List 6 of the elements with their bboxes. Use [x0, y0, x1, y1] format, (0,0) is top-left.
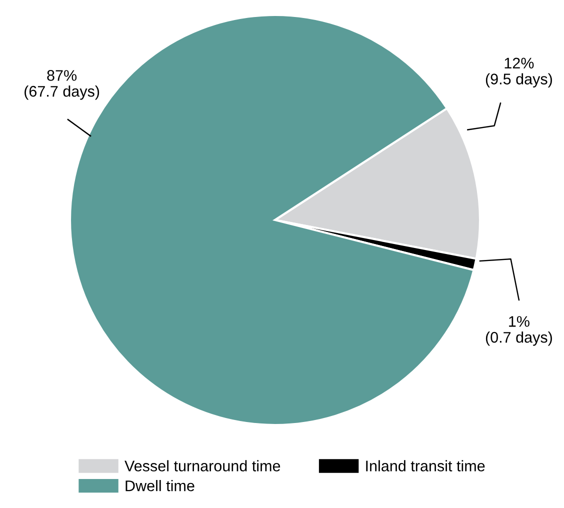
legend-label: Dwell time — [126, 480, 194, 492]
legend-label: Vessel turnaround time — [124, 460, 280, 472]
data-label: 12% (9.5 days) — [486, 58, 552, 88]
data-label: 1% (0.7 days) — [486, 316, 552, 346]
legend-label: Inland transit time — [366, 460, 485, 472]
data-label: 87% (67.7 days) — [24, 70, 100, 100]
